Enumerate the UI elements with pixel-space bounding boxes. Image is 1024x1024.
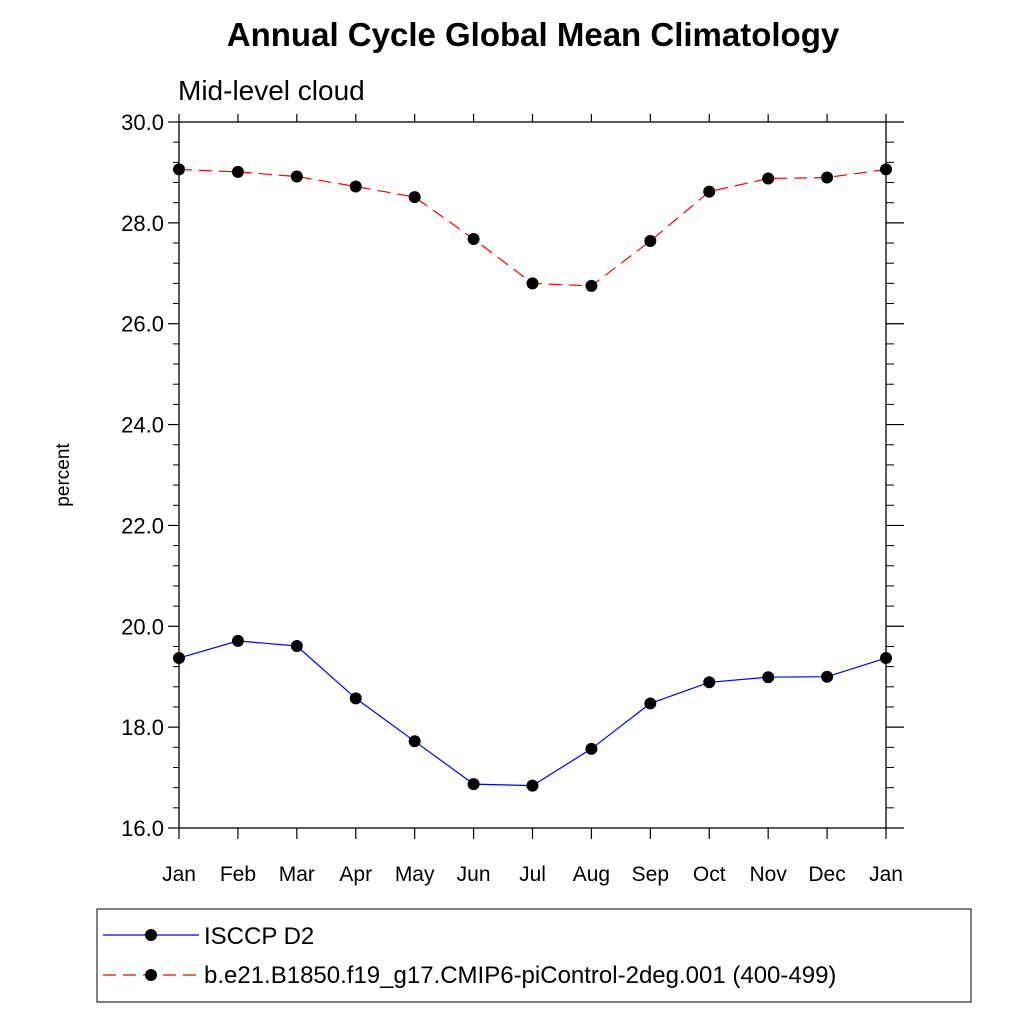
x-tick-label: Sep (632, 863, 669, 886)
x-tick-label: Jan (162, 863, 196, 886)
y-tick-label: 20.0 (121, 614, 164, 639)
legend-label-model: b.e21.B1850.f19_g17.CMIP6-piControl-2deg… (204, 962, 836, 989)
data-point (290, 639, 303, 652)
data-point (762, 671, 775, 684)
data-point (173, 652, 185, 665)
series-layer (173, 163, 892, 792)
y-tick-label: 26.0 (121, 312, 164, 337)
y-tick-label: 22.0 (121, 513, 164, 538)
legend-label-isccp: ISCCP D2 (204, 923, 314, 950)
x-tick-label: Feb (220, 863, 256, 886)
y-tick-labels: 16.0 18.0 20.0 22.0 24.0 26.0 28.0 30.0 (121, 110, 164, 841)
x-tick-label: Jun (457, 863, 491, 886)
data-point (703, 676, 716, 689)
data-point (290, 170, 303, 183)
data-point (644, 235, 657, 248)
y-tick-label: 28.0 (121, 211, 164, 236)
data-point (467, 232, 480, 245)
data-point (349, 692, 362, 705)
x-tick-label: Jul (519, 863, 546, 886)
x-tick-label: Apr (339, 863, 372, 886)
data-point (585, 279, 598, 292)
plot-frame (178, 121, 887, 829)
legend-marker-model (145, 969, 157, 981)
legend-box (96, 908, 972, 1003)
x-tick-label: Aug (573, 863, 610, 886)
chart-subtitle: Mid-level cloud (178, 75, 365, 106)
data-point (467, 778, 480, 791)
series-line-1 (178, 168, 887, 287)
data-point (703, 185, 716, 198)
x-tick-label: Mar (279, 863, 315, 886)
y-tick-label: 18.0 (121, 715, 164, 740)
y-tick-label: 24.0 (121, 413, 164, 438)
y-tick-label: 30.0 (121, 110, 164, 135)
y-axis-label: percent (53, 443, 74, 507)
data-point (349, 180, 362, 193)
legend: ISCCP D2 b.e21.B1850.f19_g17.CMIP6-piCon… (96, 908, 972, 1003)
x-tick-label: Jan (869, 863, 903, 886)
data-point (231, 634, 244, 647)
axis-ticks (168, 114, 904, 839)
data-point (408, 735, 421, 748)
data-point (526, 277, 539, 290)
data-point (585, 742, 598, 755)
data-point (408, 191, 421, 204)
data-point (821, 171, 834, 184)
x-tick-labels: Jan Feb Mar Apr May Jun Jul Aug Sep Oct Nov Dec Jan (162, 863, 903, 886)
data-point (173, 163, 185, 176)
legend-marker-isccp (145, 929, 157, 941)
data-point (762, 172, 775, 185)
x-tick-label: Oct (693, 863, 726, 886)
x-tick-label: Nov (749, 863, 787, 886)
series-line-0 (178, 640, 887, 787)
data-point (821, 670, 834, 683)
chart-title: Annual Cycle Global Mean Climatology (227, 16, 840, 53)
data-point (880, 652, 892, 665)
x-tick-label: Dec (808, 863, 845, 886)
data-point (526, 779, 539, 792)
x-tick-label: May (395, 863, 435, 886)
data-point (644, 697, 657, 710)
data-point (231, 165, 244, 178)
data-point (880, 163, 892, 176)
y-tick-label: 16.0 (121, 816, 164, 841)
